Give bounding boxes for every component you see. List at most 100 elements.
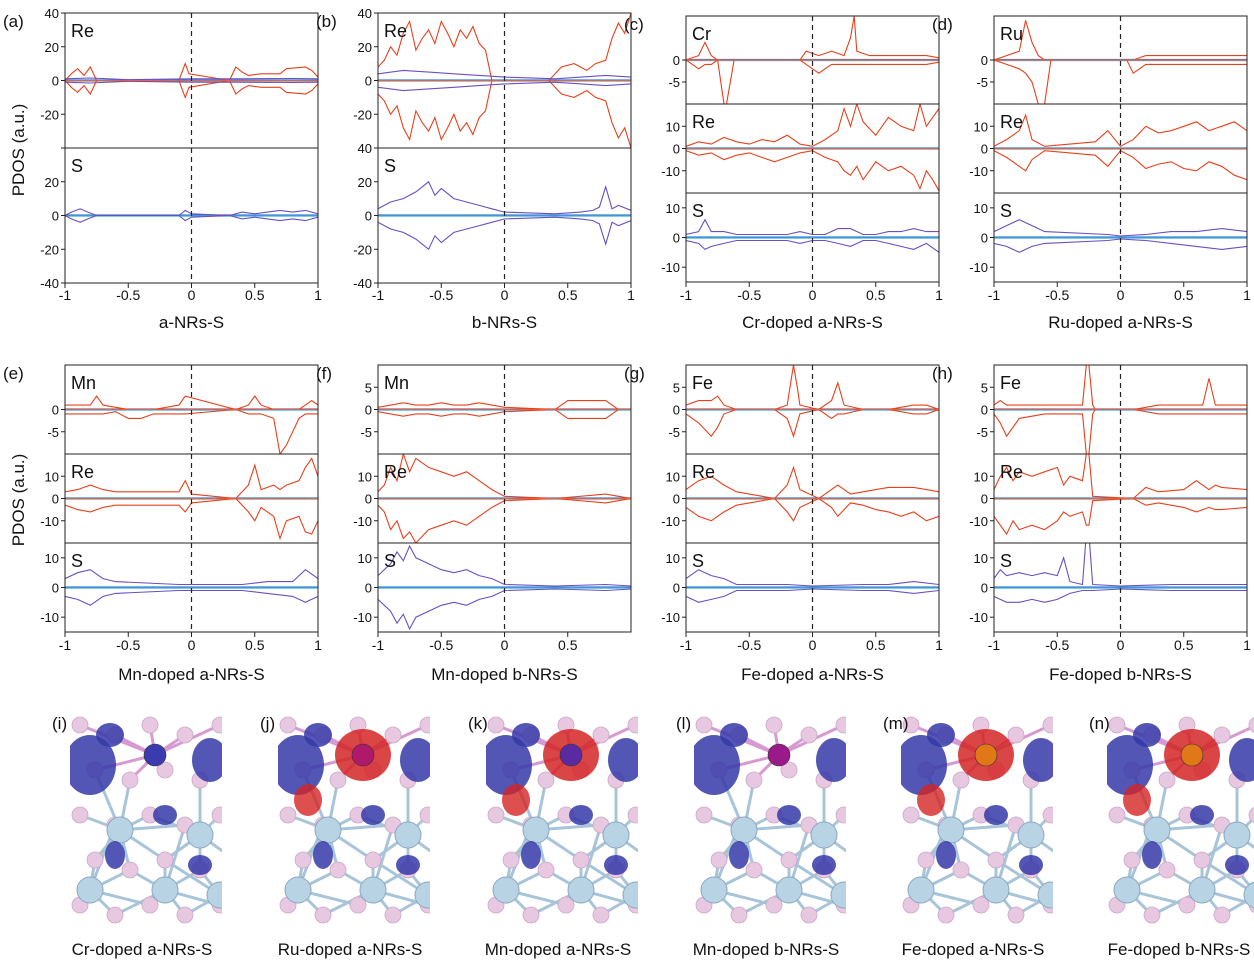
structure-panel-n: (n) Fe-doped b-NRs-S	[1089, 714, 1254, 959]
rhenium-atom	[937, 816, 965, 844]
panel-letter: (e)	[3, 364, 24, 383]
sulfur-atom	[156, 761, 174, 779]
y-tick-label: 0	[673, 142, 680, 157]
subplot-re: 10 0 -10 Re	[40, 453, 319, 544]
sulfur-atom	[835, 806, 846, 824]
subplot-mn: 0 -5 Mn	[47, 364, 319, 455]
sulfur-atom	[1058, 852, 1074, 868]
rhenium-atom	[394, 821, 422, 849]
sulfur-atom	[557, 896, 575, 914]
x-tick-label: -1	[988, 637, 1001, 653]
sulfur-atom	[745, 771, 763, 789]
x-tick-label: 1	[627, 287, 635, 303]
panel-letter: (f)	[316, 364, 332, 383]
y-tick-label: 0	[52, 581, 59, 596]
series-group	[994, 113, 1247, 181]
x-tick-label: 0.5	[1174, 637, 1194, 653]
y-tick-label: -40	[40, 276, 59, 291]
x-tick-label: -0.5	[429, 287, 453, 303]
y-tick-label: -10	[969, 514, 988, 529]
panel-letter: (d)	[932, 15, 953, 34]
subplot-s: 10 0 -10 S	[40, 542, 319, 633]
y-tick-label: 0	[673, 231, 680, 246]
panel-letter: (g)	[624, 364, 645, 383]
sulfur-atom	[106, 906, 124, 924]
y-tick-label: 10	[974, 551, 988, 566]
x-axis-label: b-NRs-S	[472, 313, 537, 332]
x-tick-label: -0.5	[737, 287, 761, 303]
sulfur-atom	[502, 851, 520, 869]
bond	[426, 886, 430, 896]
rhenium-atom	[775, 876, 803, 904]
subplot-re: 10 0 -10 Re	[969, 453, 1248, 544]
sulfur-atom	[329, 771, 347, 789]
x-tick-label: -1	[680, 287, 693, 303]
rhenium-atom	[1188, 876, 1216, 904]
y-tick-label: -10	[661, 164, 680, 179]
structure-panel-k: (k) Mn-doped a-NRs-S	[468, 714, 638, 959]
series-p-down	[378, 588, 631, 631]
charge-lobe-blue	[729, 841, 749, 869]
y-tick-label: -20	[40, 107, 59, 122]
rhenium-atom	[206, 881, 222, 909]
sulfur-atom	[121, 861, 139, 879]
x-tick-label: 1	[1243, 637, 1251, 653]
y-tick-label: 0	[981, 53, 988, 68]
sulfur-atom	[710, 851, 728, 869]
subplot-fe: 5 0 -5 Fe	[668, 364, 940, 455]
series-p-up	[65, 568, 318, 586]
rhenium-atom	[151, 876, 179, 904]
sulfur-atom	[141, 896, 159, 914]
x-tick-label: 0	[809, 637, 817, 653]
charge-lobe-blue	[694, 735, 740, 795]
element-label: Re	[692, 462, 715, 482]
charge-lobe-blue	[777, 805, 801, 825]
sulfur-atom	[435, 852, 451, 868]
rhenium-atom	[522, 816, 550, 844]
dopant-atom	[143, 743, 167, 767]
sulfur-atom	[364, 851, 382, 869]
rhenium-atom	[359, 876, 387, 904]
structure-image	[694, 716, 846, 924]
element-label: S	[1000, 551, 1012, 571]
y-tick-label: 20	[45, 40, 59, 55]
y-tick-label: -40	[353, 276, 372, 291]
sulfur-atom	[972, 896, 990, 914]
element-label: Mn	[71, 373, 96, 393]
series-d-up	[378, 454, 631, 500]
charge-lobe-blue	[192, 738, 222, 782]
element-label: Re	[384, 21, 407, 41]
y-tick-label: 0	[365, 492, 372, 507]
subplot-re: 40 20 0 -20 Re	[40, 6, 319, 149]
sulfur-atom	[279, 716, 297, 734]
series-d-down	[686, 497, 939, 522]
series-group	[994, 20, 1247, 104]
element-label: Re	[384, 462, 407, 482]
charge-lobe-blue	[1225, 855, 1249, 875]
x-tick-label: -0.5	[116, 287, 140, 303]
rhenium-atom	[1017, 821, 1045, 849]
structure-letter: (i)	[52, 714, 67, 733]
panel-d: (d) 0 -5 Ru 10 0 -10 Re 10 0 -10 S -1 -0.5 0 0.5 1 Ru-dop…	[932, 15, 1251, 332]
x-tick-label: 0.5	[245, 637, 265, 653]
x-tick-label: 0.5	[245, 287, 265, 303]
element-label: Re	[1000, 462, 1023, 482]
y-tick-label: 10	[45, 551, 59, 566]
series-p-up	[686, 218, 939, 236]
y-axis-label: PDOS (a.u.)	[9, 454, 28, 547]
y-tick-label: 0	[981, 403, 988, 418]
series-p-up	[686, 569, 939, 587]
dopant-atom	[767, 743, 791, 767]
y-tick-label: 0	[673, 492, 680, 507]
element-label: Cr	[692, 24, 711, 44]
y-tick-label: 40	[358, 6, 372, 21]
y-tick-label: 0	[673, 581, 680, 596]
structure-panel-l: (l) Mn-doped b-NRs-S	[676, 714, 846, 959]
series-d-up	[686, 16, 939, 61]
series-p-down	[378, 81, 631, 92]
y-tick-label: 0	[981, 231, 988, 246]
sulfur-atom	[800, 906, 818, 924]
series-group	[65, 457, 318, 541]
charge-lobe-blue	[512, 723, 540, 747]
sulfur-atom	[294, 851, 312, 869]
